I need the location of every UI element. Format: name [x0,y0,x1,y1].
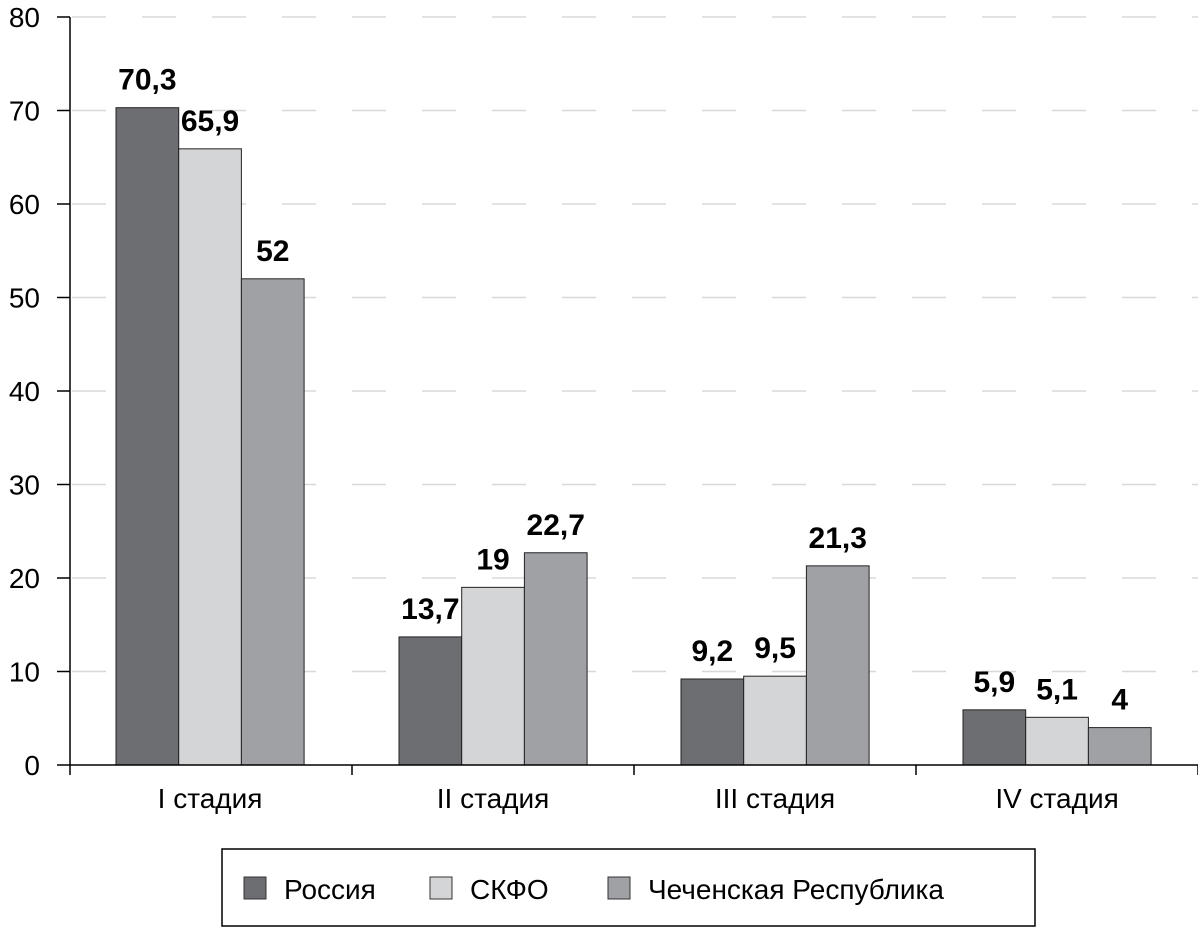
bar-0-0 [115,107,180,766]
bar-2-2 [805,565,870,766]
x-axis: I стадия II стадия III стадия IV стадия [69,764,1198,814]
x-tick-label: II стадия [437,783,550,814]
x-tick-label: I стадия [158,783,263,814]
y-tick-label: 0 [24,750,40,781]
y-tick-label: 60 [9,189,40,220]
data-label: 5,9 [973,666,1015,699]
y-tick-label: 20 [9,563,40,594]
bar-1-1 [461,586,525,766]
data-label: 52 [256,235,289,268]
y-tick-label: 50 [9,283,40,314]
y-tick-label: 10 [9,657,40,688]
legend-label: Чеченская Республика [648,874,944,905]
bars: 70,365,9 52 13,7 19 22,7 9,2 9,5 21,3 5,9 5,1 4 [115,64,1152,766]
y-tick-label: 40 [9,376,40,407]
bar-0-1 [398,636,463,766]
x-tick-label: IV стадия [995,783,1118,814]
y-tick-label: 30 [9,470,40,501]
x-tick-label: III стадия [715,783,835,814]
data-label: 4 [1111,684,1128,717]
data-label: 9,2 [691,635,733,668]
data-label: 19 [476,543,509,576]
data-label: 5,1 [1036,673,1078,706]
bar-0-3 [962,709,1027,766]
y-axis: 0 10 20 30 40 50 60 70 80 [9,2,71,781]
data-label: 65,9 [181,105,239,138]
legend-swatch [429,876,453,900]
bar-1-2 [743,675,807,766]
data-label: 22,7 [527,509,585,542]
legend-swatch [607,876,631,900]
bar-2-0 [240,278,305,766]
bar-1-0 [178,148,242,766]
y-tick-label: 70 [9,96,40,127]
bar-1-3 [1025,716,1089,766]
data-label: 13,7 [401,593,459,626]
bar-0-2 [680,678,745,766]
legend-label: Россия [284,874,376,905]
bar-2-3 [1087,727,1152,766]
legend-label: СКФО [470,874,549,905]
legend-swatch [243,876,267,900]
y-tick-label: 80 [9,2,40,33]
data-label: 9,5 [754,632,796,665]
legend: Россия СКФО Чеченская Республика [221,848,1036,927]
data-label: 21,3 [809,522,867,555]
bar-2-1 [523,552,588,766]
data-label: 70,3 [118,64,176,97]
gridlines [72,16,1198,673]
